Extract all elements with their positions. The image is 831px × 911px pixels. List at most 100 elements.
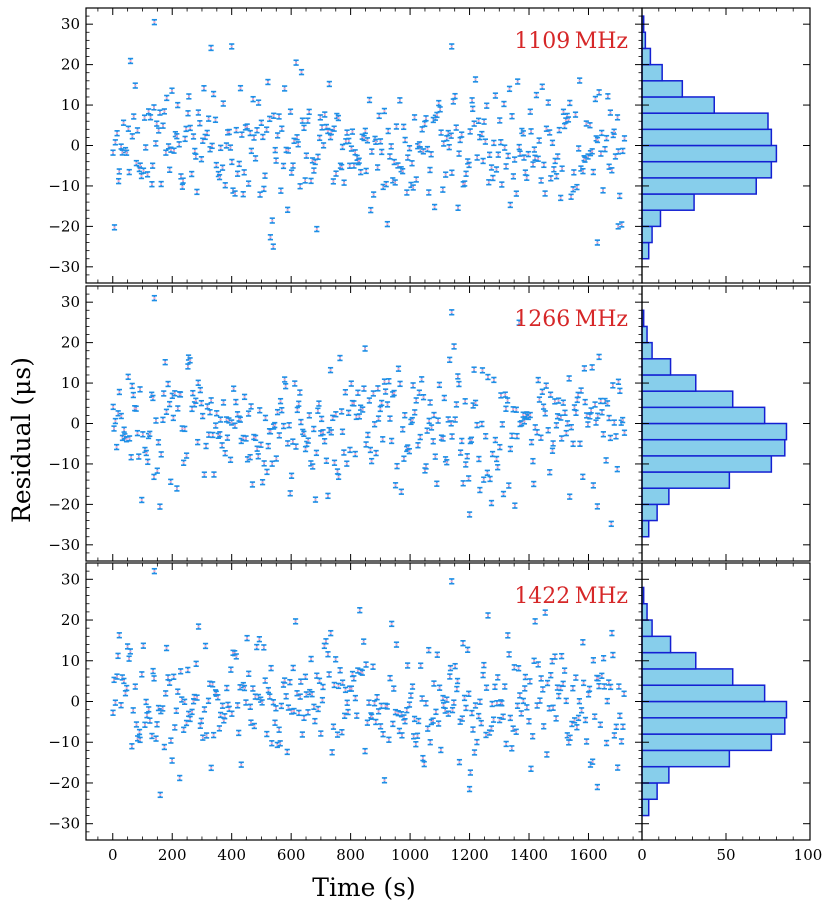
point-marker xyxy=(165,96,168,100)
point-marker xyxy=(430,426,433,429)
point-marker xyxy=(478,488,481,492)
point-marker xyxy=(136,129,139,132)
data-point xyxy=(555,153,561,160)
data-point xyxy=(161,390,167,397)
data-point xyxy=(364,137,371,144)
point-marker xyxy=(251,687,254,690)
data-point xyxy=(342,389,349,396)
data-point xyxy=(290,162,296,169)
data-point xyxy=(140,431,146,438)
data-point xyxy=(190,389,196,397)
point-marker xyxy=(404,138,407,142)
point-marker xyxy=(277,115,281,118)
data-point xyxy=(195,109,201,116)
point-marker xyxy=(494,94,497,97)
histogram-bar xyxy=(641,325,648,344)
data-point xyxy=(185,110,191,117)
point-marker xyxy=(274,707,278,710)
data-point xyxy=(547,469,553,476)
data-point xyxy=(404,189,410,196)
point-marker xyxy=(306,119,309,122)
point-marker xyxy=(408,147,411,150)
point-marker xyxy=(253,724,256,728)
data-point xyxy=(325,127,331,135)
data-point xyxy=(346,409,352,417)
data-point xyxy=(139,671,145,678)
point-marker xyxy=(169,739,172,742)
point-marker xyxy=(480,132,483,136)
data-point xyxy=(375,415,382,422)
point-marker xyxy=(190,710,194,713)
scatter-series xyxy=(110,294,628,528)
data-point xyxy=(391,158,397,166)
data-point xyxy=(499,421,505,428)
point-marker xyxy=(208,411,212,414)
data-point xyxy=(305,117,311,124)
data-point xyxy=(259,699,265,706)
point-marker xyxy=(164,151,167,154)
data-point xyxy=(615,148,622,155)
data-point xyxy=(114,130,120,137)
point-marker xyxy=(596,241,599,244)
point-marker xyxy=(423,122,426,126)
histogram-bar xyxy=(641,374,697,392)
point-marker xyxy=(442,142,445,145)
data-point xyxy=(335,473,342,481)
point-marker xyxy=(413,116,416,119)
point-marker xyxy=(235,129,238,132)
point-marker xyxy=(152,475,156,478)
data-point xyxy=(450,98,456,105)
histogram-bar xyxy=(641,63,663,82)
point-marker xyxy=(157,129,160,132)
data-point xyxy=(299,117,306,124)
data-point xyxy=(153,417,159,424)
data-point xyxy=(208,764,214,772)
data-point xyxy=(303,152,309,159)
data-point xyxy=(265,686,271,694)
point-marker xyxy=(114,701,117,704)
point-marker xyxy=(559,416,562,419)
data-point xyxy=(366,96,373,104)
point-marker xyxy=(160,453,163,456)
point-marker xyxy=(432,440,435,443)
data-point xyxy=(397,97,403,104)
point-marker xyxy=(222,719,225,722)
data-point xyxy=(415,442,421,449)
data-point xyxy=(391,389,397,397)
data-point xyxy=(406,144,413,152)
data-point xyxy=(417,146,423,153)
data-point xyxy=(257,407,263,414)
data-point xyxy=(479,367,486,374)
point-marker xyxy=(529,130,533,133)
point-marker xyxy=(249,705,252,708)
data-point xyxy=(590,482,596,489)
point-marker xyxy=(411,419,414,422)
point-marker xyxy=(364,129,367,132)
point-marker xyxy=(218,433,221,436)
point-marker xyxy=(155,122,158,125)
data-point xyxy=(327,366,334,374)
data-point xyxy=(438,129,444,136)
point-marker xyxy=(219,146,222,149)
point-marker xyxy=(354,151,357,154)
point-marker xyxy=(134,685,137,688)
point-marker xyxy=(163,110,166,113)
point-marker xyxy=(187,712,190,715)
data-point xyxy=(314,225,320,233)
point-marker xyxy=(287,706,290,709)
data-point xyxy=(495,464,501,471)
data-point xyxy=(477,486,483,494)
point-marker xyxy=(315,674,318,677)
data-point xyxy=(377,405,383,413)
point-marker xyxy=(221,704,224,707)
point-marker xyxy=(326,129,329,133)
point-marker xyxy=(324,640,328,643)
point-marker xyxy=(577,393,580,396)
point-marker xyxy=(187,95,190,98)
data-point xyxy=(175,688,181,695)
point-marker xyxy=(240,133,243,136)
point-marker xyxy=(518,145,521,149)
data-point xyxy=(219,164,226,171)
point-marker xyxy=(150,734,154,738)
point-marker xyxy=(305,693,308,696)
